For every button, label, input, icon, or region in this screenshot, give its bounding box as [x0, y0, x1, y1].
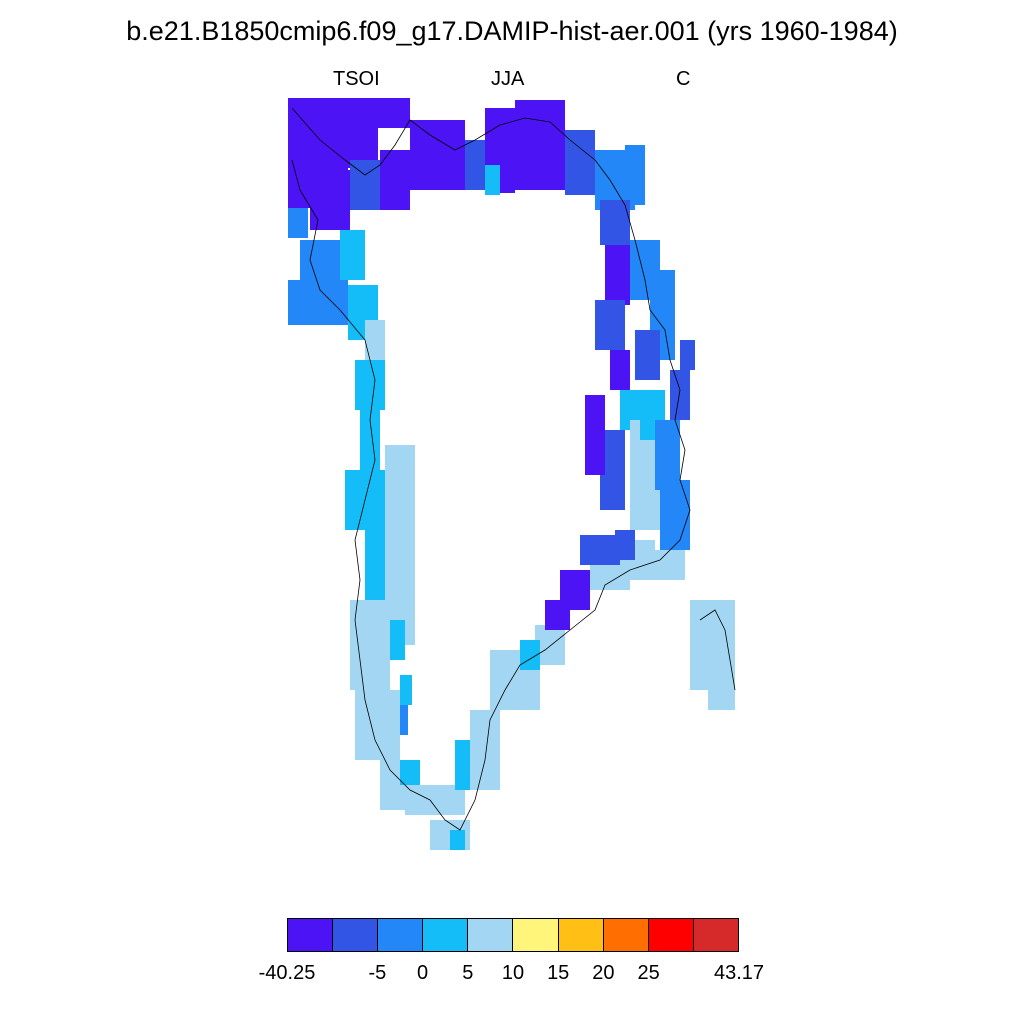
colorbar-box: [558, 919, 604, 951]
map-cell: [670, 370, 690, 420]
coastline: [291, 107, 736, 831]
colorbar-box: [603, 919, 649, 951]
map-cell: [565, 130, 595, 195]
colorbar-box: [693, 919, 738, 951]
map-cell: [655, 550, 685, 580]
colorbar-box: [333, 919, 379, 951]
map-cell: [625, 145, 645, 205]
colorbar-tick-label: 0: [417, 962, 429, 984]
colorbar-tick-label: 43.17: [713, 962, 765, 984]
map-cell: [680, 340, 695, 370]
units-label: C: [676, 68, 691, 90]
map-cell: [585, 395, 605, 475]
map-cell: [410, 120, 465, 190]
map-cell: [515, 100, 565, 190]
map-cell: [595, 300, 625, 350]
colorbar-box: [423, 919, 469, 951]
map-cell: [350, 600, 390, 690]
colorbar-tick-label: 10: [501, 962, 525, 984]
map-cell: [288, 280, 348, 325]
map-cell: [390, 620, 405, 660]
map-cell: [310, 170, 350, 230]
map-cell: [660, 480, 690, 550]
colorbar-box: [648, 919, 694, 951]
map-grid-cells: [288, 98, 735, 850]
colorbar-tick-label: 20: [592, 962, 615, 984]
map-cell: [655, 420, 680, 490]
colorbar-box: [513, 919, 559, 951]
colorbar-box: [378, 919, 424, 951]
map-cell: [580, 535, 620, 565]
map-cell: [610, 350, 630, 390]
season-label: JJA: [491, 68, 525, 90]
map-cell: [355, 360, 385, 410]
map-cell: [708, 680, 735, 710]
map-cell: [635, 330, 660, 380]
map-cell: [365, 320, 385, 360]
map-cell: [520, 640, 540, 670]
colorbar-tick-label: 5: [462, 962, 474, 984]
colorbar-box: [288, 919, 334, 951]
map-cell: [690, 600, 735, 690]
colorbar: [287, 918, 739, 952]
map-cell: [485, 165, 500, 195]
variable-label: TSOI: [333, 68, 380, 90]
colorbar-tick-label: -5: [368, 962, 387, 984]
map-cell: [455, 740, 470, 790]
map-cell: [380, 150, 410, 210]
map-cell: [340, 230, 365, 280]
map-cell: [355, 690, 400, 760]
map-cell: [400, 675, 412, 705]
map-cell: [470, 710, 500, 790]
map-cell: [600, 200, 630, 245]
map-cell: [560, 570, 590, 610]
map-cell: [360, 410, 380, 470]
map-cell: [450, 830, 465, 850]
colorbar-tick-label: 15: [547, 962, 570, 984]
map-cell: [300, 240, 340, 280]
colorbar-box: [468, 919, 514, 951]
map-title: b.e21.B1850cmip6.f09_g17.DAMIP-hist-aer.…: [126, 16, 898, 46]
colorbar-tick-label: -40.25: [258, 962, 316, 984]
map-cell: [630, 240, 660, 300]
map-cell: [365, 520, 385, 600]
colorbar-tick-label: 25: [637, 962, 660, 984]
map-cell: [400, 760, 420, 785]
map-cell: [605, 245, 630, 305]
map-cell: [615, 530, 635, 560]
map-cell: [348, 98, 410, 128]
map-cell: [465, 140, 485, 190]
map-cell: [288, 208, 308, 238]
